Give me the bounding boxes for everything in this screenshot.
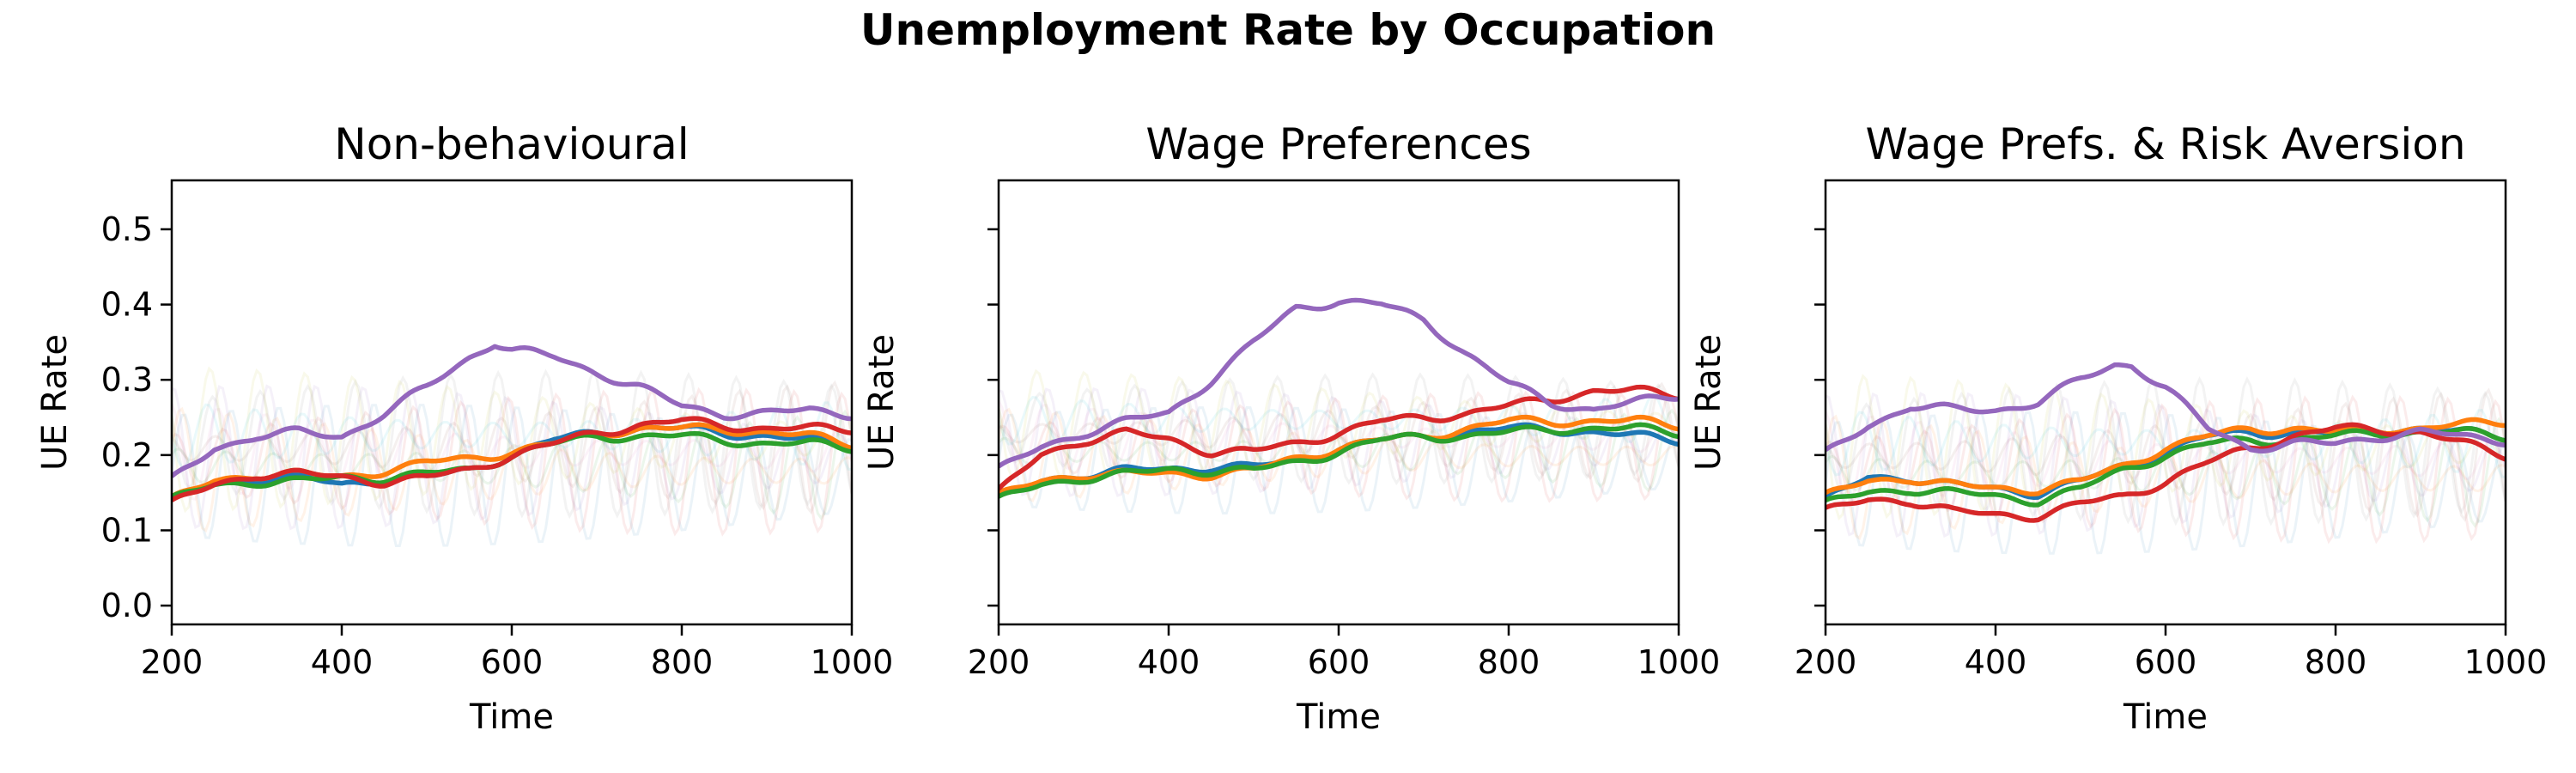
- x-tick-label: 200: [141, 643, 204, 681]
- panel-2: 200 400 600 800 1000 Wage Preferences Time UE R…: [862, 119, 1720, 737]
- x-tick-label: 200: [1795, 643, 1857, 681]
- x-tick-label: 800: [651, 643, 714, 681]
- x-tick-label: 400: [1138, 643, 1200, 681]
- background-run-line: [999, 405, 1679, 514]
- background-runs: [1826, 374, 2506, 555]
- series-line-purple: [1826, 362, 2506, 453]
- background-runs: [999, 368, 1679, 514]
- series-line-purple: [172, 344, 852, 478]
- series-group: [999, 297, 1679, 499]
- x-tick-label: 200: [968, 643, 1030, 681]
- y-axis-label: UE Rate: [862, 334, 902, 471]
- series-group: [1826, 362, 2506, 523]
- y-tick-label: 0.0: [101, 587, 153, 624]
- background-run-line: [172, 366, 852, 514]
- x-axis-label: Time: [1296, 697, 1381, 737]
- x-axis-label: Time: [469, 697, 554, 737]
- x-tick-label: 800: [1478, 643, 1540, 681]
- y-axis-label: UE Rate: [35, 334, 75, 471]
- x-tick-label: 1000: [2464, 643, 2548, 681]
- series-line-red: [1826, 422, 2506, 523]
- panel-3: 200 400 600 800 1000 Wage Prefs. & Risk Avers…: [1689, 119, 2547, 737]
- background-run-line: [999, 381, 1679, 484]
- x-tick-label: 1000: [811, 643, 894, 681]
- y-tick-label: 0.1: [101, 511, 153, 549]
- x-tick-label: 600: [1308, 643, 1370, 681]
- x-tick-label: 1000: [1637, 643, 1721, 681]
- y-tick-label: 0.5: [101, 210, 153, 248]
- series-line-red: [999, 384, 1679, 491]
- panel-title: Non-behavioural: [334, 119, 689, 169]
- y-tick-label: 0.2: [101, 436, 153, 474]
- background-run-line: [172, 409, 852, 521]
- series-line-green: [999, 422, 1679, 499]
- x-tick-label: 600: [2135, 643, 2197, 681]
- x-axis-label: Time: [2123, 697, 2208, 737]
- figure-title: Unemployment Rate by Occupation: [860, 5, 1716, 55]
- y-axis-label: UE Rate: [1689, 334, 1728, 471]
- panel-title: Wage Prefs. & Risk Aversion: [1865, 119, 2465, 169]
- background-run-line: [172, 406, 852, 533]
- panel-1: 200 400 600 800 1000 0.0 0.1 0.2 0.3 0.4 0.5 Non-be…: [35, 119, 893, 737]
- x-tick-label: 600: [481, 643, 544, 681]
- series-line-red: [172, 416, 852, 502]
- background-run-line: [172, 380, 852, 515]
- x-tick-label: 400: [311, 643, 374, 681]
- background-run-line: [1826, 411, 2506, 555]
- background-run-line: [172, 401, 852, 472]
- panel-title: Wage Preferences: [1145, 119, 1531, 169]
- y-tick-label: 0.4: [101, 286, 153, 324]
- y-tick-label: 0.3: [101, 361, 153, 399]
- x-tick-label: 800: [2305, 643, 2367, 681]
- x-tick-label: 400: [1965, 643, 2027, 681]
- series-line-purple: [999, 297, 1679, 469]
- series-group: [172, 344, 852, 502]
